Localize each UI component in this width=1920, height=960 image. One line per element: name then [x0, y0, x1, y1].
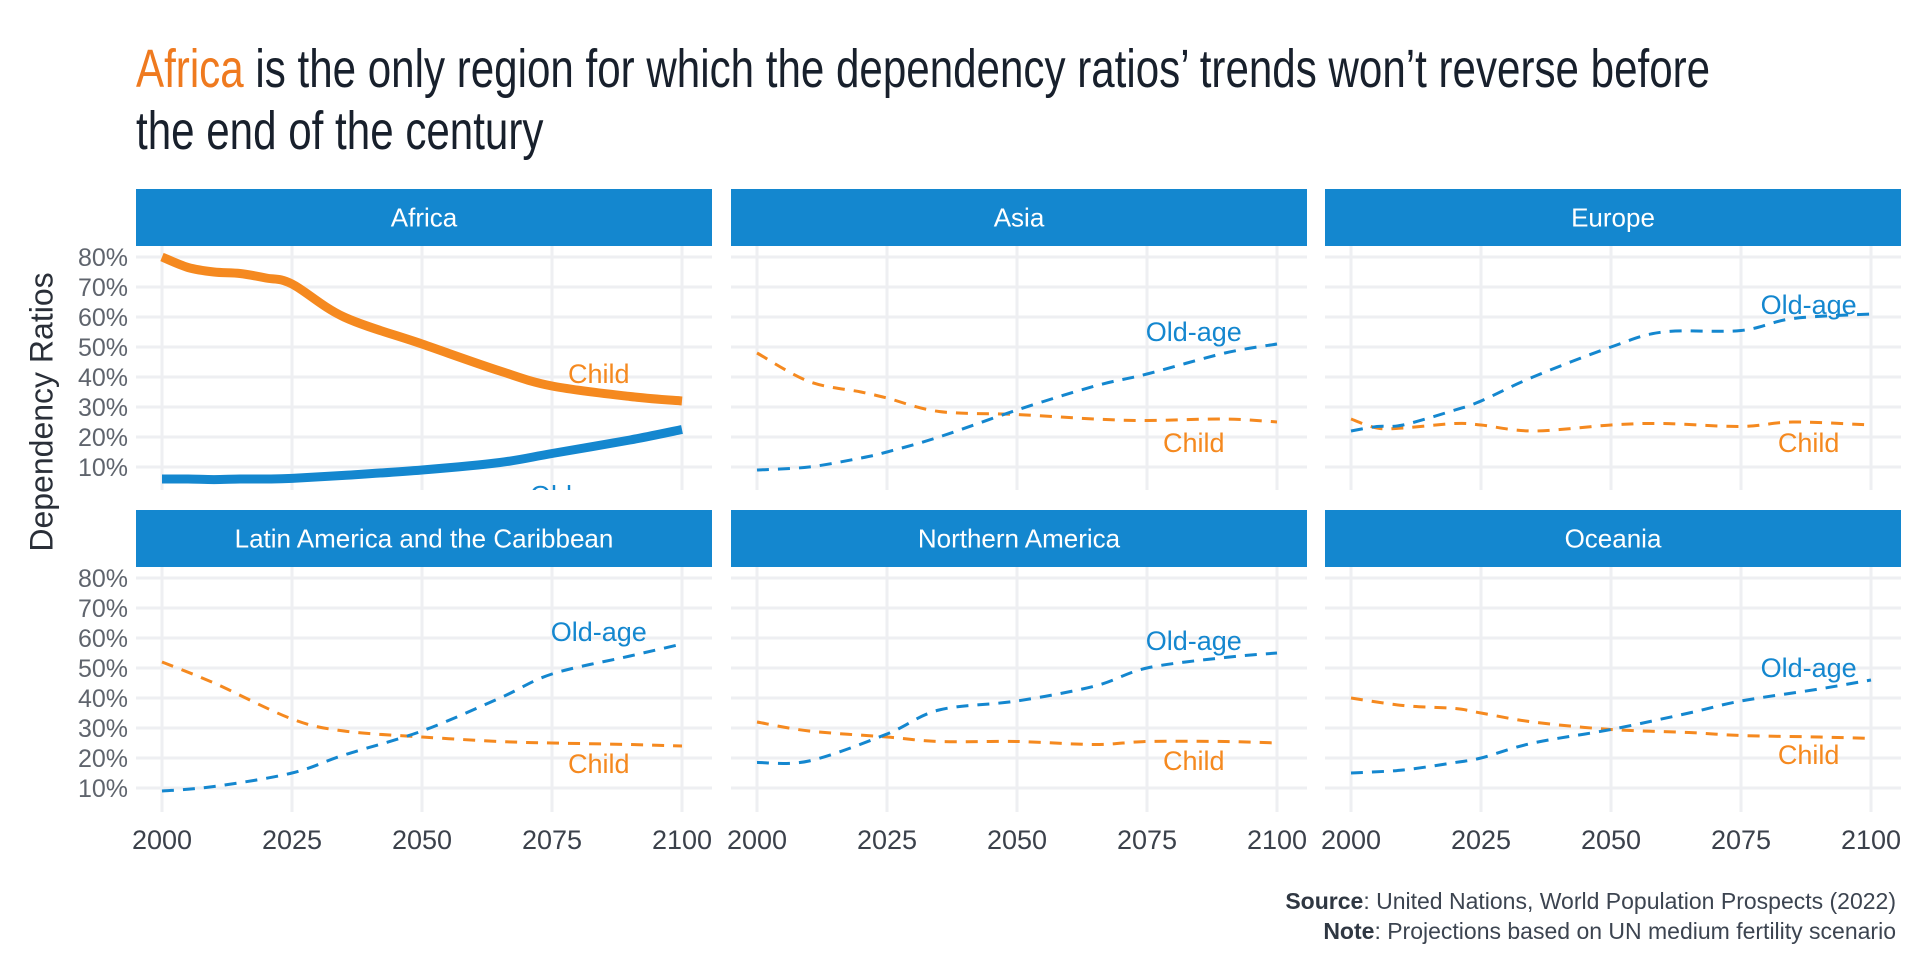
- panel-europe: Europe Child Old-age: [1325, 189, 1901, 490]
- panel-latin-america-and-the-caribbean: Latin America and the Caribbean Child Old-…: [78, 510, 712, 855]
- y-tick-label: 30%: [78, 394, 128, 422]
- note-label: Note: [1323, 918, 1375, 944]
- panel-northern-america: Northern America Child Old-age 2000 2025 2050…: [727, 510, 1307, 855]
- series-lines: [161, 642, 683, 793]
- x-tick-label: 2100: [652, 825, 712, 855]
- y-tick-label: 20%: [78, 745, 128, 773]
- x-tick-label: 2050: [392, 825, 452, 855]
- line-child: [1350, 417, 1872, 433]
- source-text: : United Nations, World Population Prosp…: [1363, 888, 1896, 914]
- note-text: : Projections based on UN medium fertili…: [1374, 918, 1896, 944]
- x-tick-label: 2100: [1841, 825, 1901, 855]
- y-tick-label: 40%: [78, 364, 128, 392]
- line-old-age: [1350, 678, 1872, 775]
- x-tick-label: 2075: [1117, 825, 1177, 855]
- facet-strip-label: Latin America and the Caribbean: [235, 524, 614, 554]
- line-child: [160, 252, 683, 406]
- x-tick-label: 2100: [1247, 825, 1307, 855]
- title-text-line1: is the only region for which the depende…: [243, 39, 1711, 99]
- x-tick-label: 2025: [857, 825, 917, 855]
- label-child: Child: [1778, 428, 1840, 458]
- x-tick-label: 2000: [132, 825, 192, 855]
- y-tick-label: 70%: [78, 595, 128, 623]
- series-lines: [1350, 312, 1872, 433]
- label-child: Child: [1163, 428, 1225, 458]
- label-child: Child: [568, 749, 630, 779]
- y-tick-label: 10%: [78, 775, 128, 803]
- note-line: Note: Projections based on UN medium fer…: [1285, 916, 1896, 946]
- line-old-age: [161, 425, 683, 485]
- line-old-age: [756, 342, 1278, 472]
- label-old-age: Old-age: [1146, 626, 1242, 656]
- x-tick-label: 2000: [1321, 825, 1381, 855]
- x-tick-label: 2000: [727, 825, 787, 855]
- y-tick-label: 50%: [78, 334, 128, 362]
- y-tick-label: 10%: [78, 454, 128, 482]
- x-tick-label: 2025: [262, 825, 322, 855]
- caption: Source: United Nations, World Population…: [1285, 886, 1896, 946]
- facet-strip: [731, 189, 1307, 246]
- line-child: [161, 660, 683, 748]
- facet-strip: [1325, 510, 1901, 567]
- label-old-age: Old-age: [551, 617, 647, 647]
- facet-strip-label: Oceania: [1565, 524, 1662, 554]
- y-tick-label: 80%: [78, 244, 128, 272]
- x-tick-label: 2075: [522, 825, 582, 855]
- panel-africa: Africa Child Old-age 10%20%30%40%50%60%70%8…: [78, 189, 712, 511]
- y-tick-label: 70%: [78, 274, 128, 302]
- facet-strip-label: Asia: [994, 203, 1045, 233]
- y-tick-label: 20%: [78, 424, 128, 452]
- source-label: Source: [1285, 888, 1364, 914]
- y-tick-label: 30%: [78, 715, 128, 743]
- line-old-age: [1350, 312, 1872, 433]
- source-line: Source: United Nations, World Population…: [1285, 886, 1896, 916]
- label-old-age: Old-age: [1761, 653, 1857, 683]
- y-tick-label: 40%: [78, 685, 128, 713]
- x-tick-label: 2050: [987, 825, 1047, 855]
- series-lines: [160, 252, 683, 485]
- label-old-age: Old-age: [1146, 317, 1242, 347]
- label-child: Child: [568, 359, 630, 389]
- panel-oceania: Oceania Child Old-age 2000 2025 2050 2075 2100: [1321, 510, 1901, 855]
- line-child: [756, 351, 1278, 424]
- panel-asia: Asia Child Old-age: [731, 189, 1307, 490]
- x-tick-label: 2050: [1581, 825, 1641, 855]
- label-child: Child: [1163, 746, 1225, 776]
- chart-title: Africa is the only region for which the …: [136, 38, 1710, 162]
- facet-strip-label: Europe: [1571, 203, 1655, 233]
- series-lines: [756, 342, 1278, 472]
- label-child: Child: [1778, 740, 1840, 770]
- y-tick-label: 60%: [78, 625, 128, 653]
- line-child: [756, 720, 1278, 747]
- facet-strip: [136, 189, 712, 246]
- line-child: [1350, 696, 1872, 740]
- facet-strip: [136, 510, 712, 567]
- y-tick-label: 60%: [78, 304, 128, 332]
- title-text-line2: the end of the century: [136, 101, 544, 161]
- y-tick-label: 80%: [78, 565, 128, 593]
- facet-strip-label: Northern America: [918, 524, 1121, 554]
- label-old-age: Old-age: [1761, 290, 1857, 320]
- facet-strip: [1325, 189, 1901, 246]
- facet-strip-label: Africa: [391, 203, 458, 233]
- series-lines: [1350, 678, 1872, 775]
- title-accent-africa: Africa: [136, 39, 244, 99]
- label-old-age: Old-age: [530, 481, 626, 511]
- x-tick-label: 2075: [1711, 825, 1771, 855]
- series-lines: [756, 651, 1278, 765]
- y-tick-label: 50%: [78, 655, 128, 683]
- x-tick-label: 2025: [1451, 825, 1511, 855]
- facet-strip: [731, 510, 1307, 567]
